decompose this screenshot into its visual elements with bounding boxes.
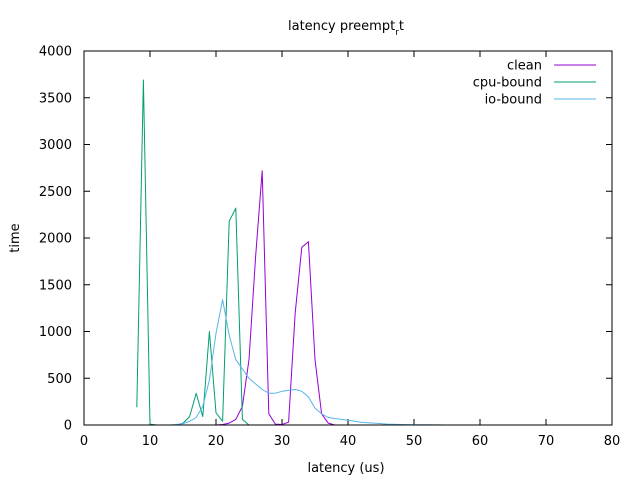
- x-tick-label: 70: [538, 434, 555, 449]
- x-tick-label: 10: [142, 434, 159, 449]
- legend: clean cpu-bound io-bound: [473, 59, 596, 108]
- legend-label: io-bound: [485, 93, 542, 108]
- y-tick-label: 1000: [39, 325, 72, 340]
- title-subscript: r: [395, 28, 399, 38]
- series-line-io-bound: [169, 299, 448, 426]
- y-tick-label: 3500: [39, 91, 72, 106]
- x-axis-ticks: 0 10 20 30 40 50 60 70 80: [80, 51, 620, 449]
- series-line-clean: [215, 170, 335, 426]
- y-tick-label: 500: [47, 372, 72, 387]
- x-tick-label: 80: [604, 434, 621, 449]
- x-tick-label: 60: [472, 434, 489, 449]
- y-tick-label: 4000: [39, 45, 72, 60]
- y-tick-label: 3000: [39, 138, 72, 153]
- series-group: [136, 79, 448, 426]
- y-axis-label: time: [8, 223, 23, 252]
- y-axis-ticks: 0 500 1000 1500 2000 2500 3000 3500 4000: [39, 45, 612, 434]
- title-tail: t: [399, 19, 404, 34]
- x-tick-label: 50: [406, 434, 423, 449]
- x-tick-label: 30: [274, 434, 291, 449]
- x-tick-label: 20: [208, 434, 225, 449]
- plot-frame: [83, 50, 613, 426]
- chart-title: latency preemptrt: [288, 19, 404, 38]
- title-main: latency preempt: [288, 19, 395, 34]
- y-tick-label: 1500: [39, 278, 72, 293]
- legend-label: cpu-bound: [473, 76, 542, 91]
- y-tick-label: 0: [64, 419, 72, 434]
- y-tick-label: 2500: [39, 185, 72, 200]
- y-tick-label: 2000: [39, 232, 72, 247]
- x-axis-label: latency (us): [307, 461, 384, 476]
- series-line-cpu-bound: [136, 79, 250, 426]
- x-tick-label: 0: [80, 434, 88, 449]
- legend-label: clean: [507, 59, 542, 74]
- x-tick-label: 40: [340, 434, 357, 449]
